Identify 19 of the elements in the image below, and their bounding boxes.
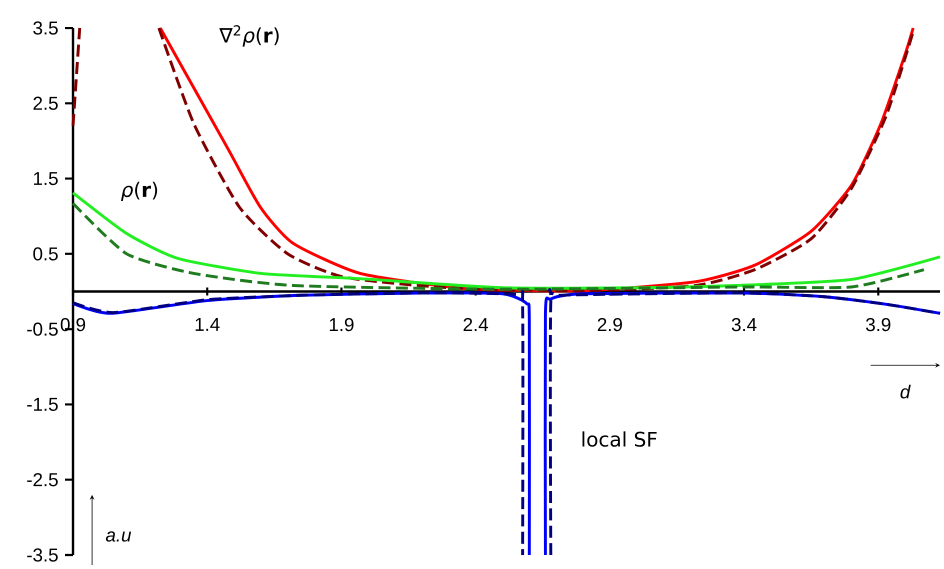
annotation: ∇$^{2}$ρ(r) bbox=[219, 25, 279, 47]
y-tick-label: -0.5 bbox=[27, 322, 58, 336]
y-tick-label: 2.5 bbox=[34, 96, 58, 110]
y-axis-title: a.u bbox=[106, 531, 132, 542]
y-tick-label: -3.5 bbox=[27, 548, 58, 562]
x-tick-label: 1.4 bbox=[196, 318, 220, 331]
x-tick-label: 1.9 bbox=[330, 318, 354, 332]
annotation: local SF bbox=[582, 431, 657, 447]
x-tick-label: 2.4 bbox=[464, 318, 488, 332]
y-tick-label: 3.5 bbox=[33, 21, 58, 35]
x-tick-label: 2.9 bbox=[598, 318, 622, 332]
x-tick-label: 3.4 bbox=[732, 318, 756, 332]
x-tick-label: 3.9 bbox=[866, 318, 890, 332]
y-tick-label: 1.5 bbox=[34, 172, 58, 186]
y-tick-label: -2.5 bbox=[27, 473, 58, 486]
y-tick-label: -1.5 bbox=[27, 398, 58, 411]
x-axis-title: d bbox=[900, 384, 911, 398]
y-tick-label: 0.5 bbox=[33, 247, 58, 260]
annotation: ρ(r) bbox=[120, 182, 158, 202]
